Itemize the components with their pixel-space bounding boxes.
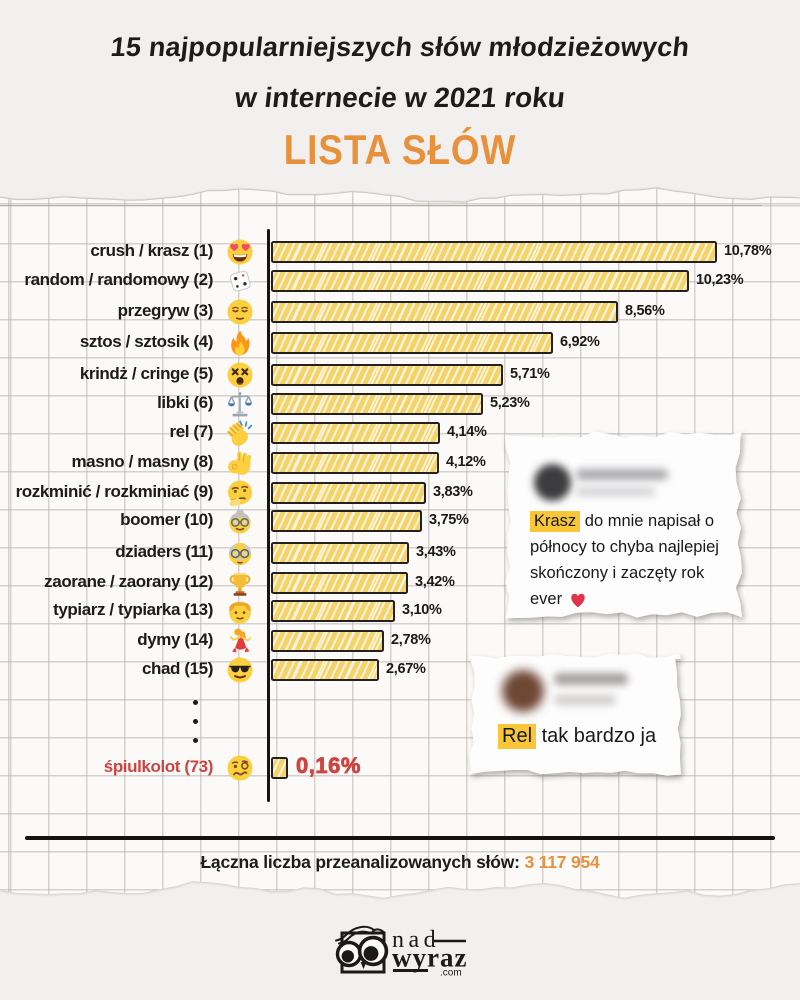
svg-text:nad: nad — [392, 927, 440, 953]
svg-text:wyraz: wyraz — [392, 943, 467, 973]
svg-text:.com: .com — [440, 968, 462, 979]
